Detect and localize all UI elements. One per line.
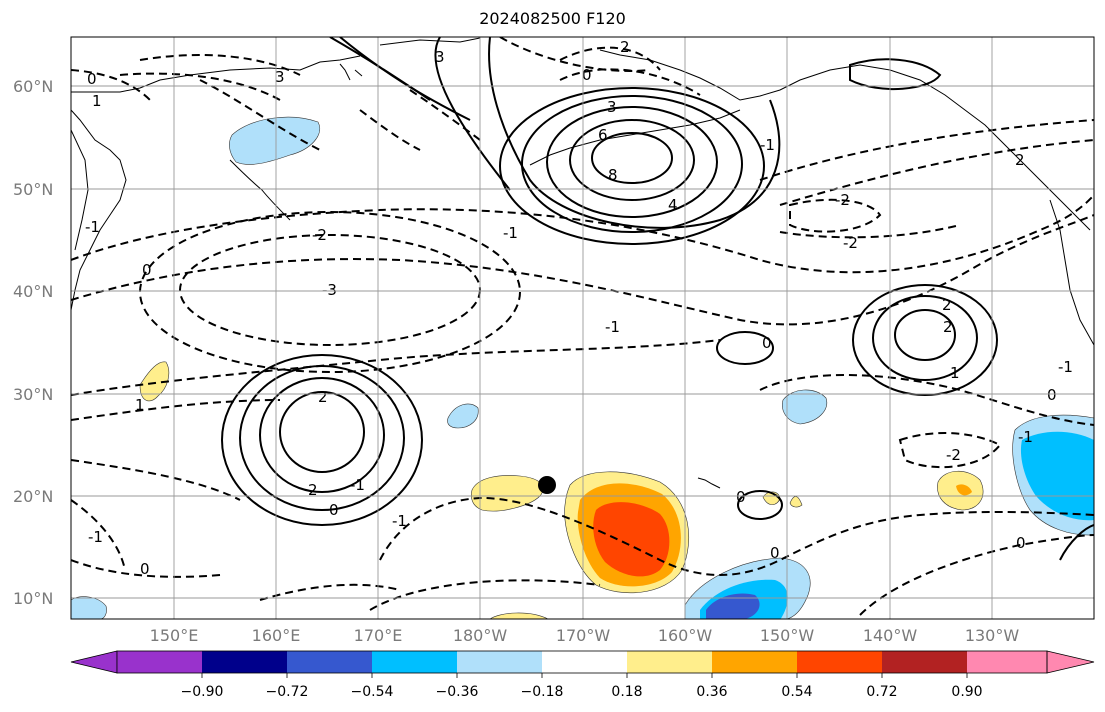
contour-label: -1	[760, 136, 775, 154]
contour-label: 0	[1047, 386, 1057, 404]
negative-contours	[71, 37, 1094, 616]
colorbar-segment	[627, 651, 712, 673]
contour-label: 1	[135, 396, 145, 414]
colorbar-segment	[117, 651, 202, 673]
colorbar-extend-high	[1046, 650, 1095, 674]
coastlines	[71, 37, 1094, 489]
contour-label: -1	[350, 476, 365, 494]
colorbar-segment	[372, 651, 457, 673]
lon-label: 180°W	[453, 626, 508, 645]
colorbar-tick-label: −0.54	[351, 684, 394, 700]
lon-label: 160°W	[658, 626, 713, 645]
longitude-labels: 150°E 160°E 170°E 180°W 170°W 160°W 150°…	[150, 626, 1020, 645]
lat-label: 20°N	[13, 487, 53, 506]
colorbar-tick-label: −0.36	[436, 684, 479, 700]
contour-label: 0	[770, 544, 780, 562]
colorbar-segment	[712, 651, 797, 673]
lat-label: 60°N	[13, 77, 53, 96]
colorbar-tick-label: −0.18	[521, 684, 564, 700]
contour-label: 0	[142, 261, 152, 279]
contour-label: 3	[275, 68, 285, 86]
lon-label: 140°W	[863, 626, 918, 645]
contour-label: 3	[435, 48, 445, 66]
lat-label: 50°N	[13, 180, 53, 199]
contour-label: -1	[605, 318, 620, 336]
colorbar-tick-label: −0.72	[266, 684, 309, 700]
colorbar-segment	[797, 651, 882, 673]
contour-label: 8	[608, 166, 618, 184]
colorbar-tick-label: 0.72	[866, 684, 897, 700]
contour-label: 3	[607, 98, 617, 116]
lon-label: 150°E	[150, 626, 199, 645]
contour-label: 4	[668, 196, 678, 214]
colorbar: −0.90 −0.72 −0.54 −0.36 −0.18 0.18 0.36 …	[70, 650, 1095, 700]
colorbar-extend-low	[70, 650, 118, 674]
contour-label: 0	[762, 334, 772, 352]
lon-label: 130°W	[965, 626, 1020, 645]
contour-label: 1	[92, 92, 102, 110]
contour-labels: 0 1 3 3 2 0 3 6 8 4 -1 2 -2 -2 -1 -3 -2 …	[85, 38, 1073, 578]
contour-label: -1	[1018, 428, 1033, 446]
colorbar-tick-label: 0.36	[696, 684, 727, 700]
contour-label: -1	[1058, 358, 1073, 376]
lon-label: 150°W	[760, 626, 815, 645]
colorbar-tick-label: 0.18	[611, 684, 642, 700]
shaded-anomalies	[71, 116, 1094, 619]
lon-label: 170°E	[354, 626, 403, 645]
colorbar-segment	[202, 651, 287, 673]
colorbar-tick-label: −0.90	[181, 684, 224, 700]
gridlines	[71, 37, 1094, 619]
contour-label: 2	[943, 318, 953, 336]
contour-label: -1	[392, 512, 407, 530]
lon-label: 160°E	[252, 626, 301, 645]
lat-label: 30°N	[13, 385, 53, 404]
storm-marker	[538, 476, 556, 494]
contour-label: -1	[88, 528, 103, 546]
contour-label: -3	[322, 281, 337, 299]
contour-label: 2	[1015, 151, 1025, 169]
contour-label: 1	[950, 364, 960, 382]
contour-label: -2	[843, 234, 858, 252]
contour-label: 2	[308, 481, 318, 499]
colorbar-segment	[287, 651, 372, 673]
contour-label: 2	[942, 296, 952, 314]
latitude-labels: 60°N 50°N 40°N 30°N 20°N 10°N	[13, 77, 53, 608]
colorbar-segment	[542, 651, 627, 673]
contour-label: 6	[598, 126, 608, 144]
contour-label: 2	[318, 388, 328, 406]
contour-label: 2	[620, 38, 630, 56]
colorbar-segment	[882, 651, 967, 673]
contour-label: 0	[1016, 534, 1026, 552]
contour-label: -2	[946, 446, 961, 464]
colorbar-tick-label: 0.54	[781, 684, 812, 700]
contour-label: 0	[140, 560, 150, 578]
lon-label: 170°W	[556, 626, 611, 645]
lat-label: 10°N	[13, 589, 53, 608]
colorbar-segment	[457, 651, 542, 673]
contour-label: 0	[736, 488, 746, 506]
contour-label: -2	[312, 226, 327, 244]
contour-label: -2	[835, 191, 850, 209]
map-frame	[70, 36, 1095, 620]
colorbar-frame	[116, 650, 1048, 674]
colorbar-segment	[967, 651, 1047, 673]
contour-label: 0	[582, 66, 592, 84]
contour-label: -1	[85, 218, 100, 236]
contour-label: 0	[329, 501, 339, 519]
colorbar-tick-label: 0.90	[951, 684, 982, 700]
contour-label: -1	[503, 224, 518, 242]
lat-label: 40°N	[13, 282, 53, 301]
map-title: 2024082500 F120	[479, 9, 626, 28]
contour-label: 0	[87, 70, 97, 88]
